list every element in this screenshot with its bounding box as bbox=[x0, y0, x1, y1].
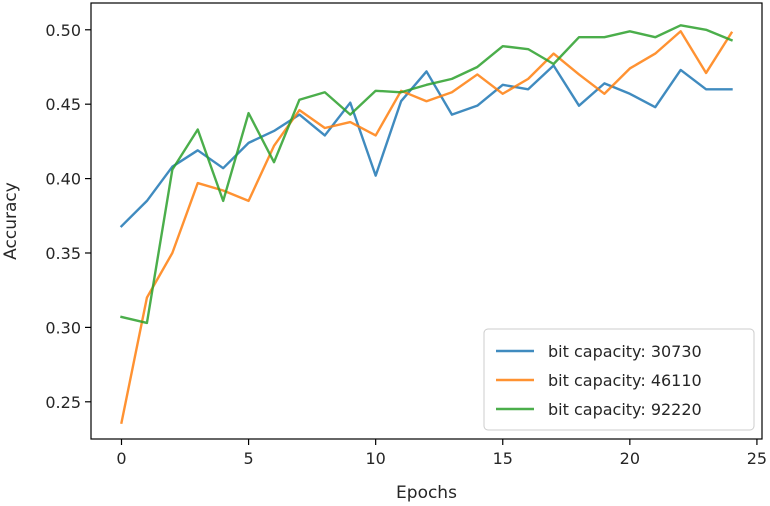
series-layer bbox=[119, 24, 734, 425]
x-tick-label: 25 bbox=[747, 449, 767, 468]
y-axis-label: Accuracy bbox=[1, 182, 21, 260]
axes-frame bbox=[90, 2, 763, 440]
axes-border bbox=[90, 2, 763, 440]
y-tick-label: 0.35 bbox=[45, 244, 81, 263]
y-tick-label: 0.50 bbox=[45, 21, 81, 40]
x-tick-label: 5 bbox=[243, 449, 253, 468]
series-line-3 bbox=[120, 24, 734, 325]
legend-label-1: bit capacity: 30730 bbox=[548, 342, 702, 361]
x-axis-label: Epochs bbox=[396, 483, 457, 503]
y-tick-label: 0.30 bbox=[45, 318, 81, 337]
y-tick-label: 0.40 bbox=[45, 170, 81, 189]
x-tick-label: 0 bbox=[116, 449, 126, 468]
y-tick-label: 0.25 bbox=[45, 393, 81, 412]
legend-label-2: bit capacity: 46110 bbox=[548, 371, 702, 390]
legend-box bbox=[483, 328, 755, 431]
legend: bit capacity: 30730 bit capacity: 46110 bi… bbox=[483, 328, 755, 431]
x-tick-label: 15 bbox=[493, 449, 513, 468]
legend-label-3: bit capacity: 92220 bbox=[548, 400, 702, 419]
y-tick-label: 0.45 bbox=[45, 95, 81, 114]
ticks-layer: 0 5 10 15 20 25 0.25 0.30 0.35 0.40 0.45 0.50 bbox=[45, 21, 767, 468]
series-line-2 bbox=[120, 30, 734, 425]
series-line-1 bbox=[119, 64, 733, 228]
x-tick-label: 20 bbox=[620, 449, 640, 468]
x-tick-label: 10 bbox=[365, 449, 385, 468]
